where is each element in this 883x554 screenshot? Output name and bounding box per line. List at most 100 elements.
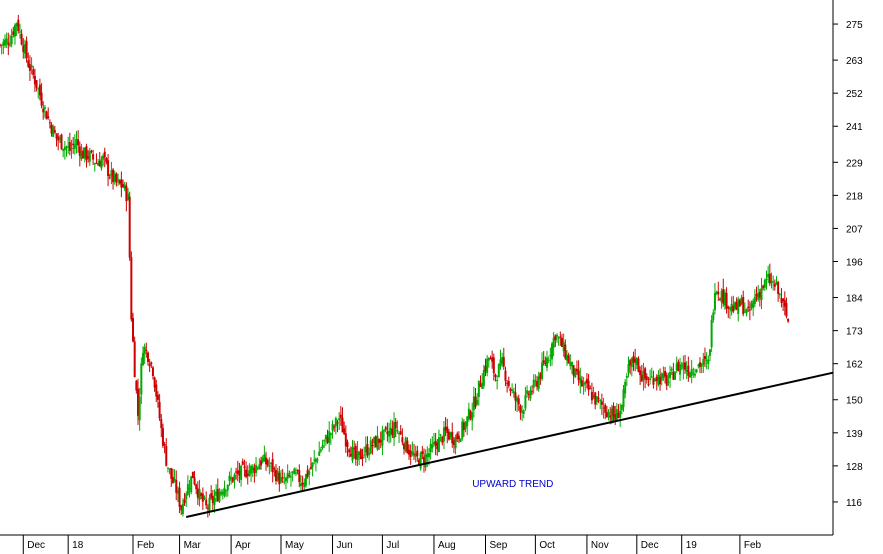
candle-body (351, 447, 354, 461)
candle-body (723, 292, 726, 306)
candle-body (329, 433, 332, 436)
candle-body (170, 468, 173, 479)
candle-body (718, 298, 721, 300)
candle-body (464, 422, 467, 429)
y-tick-label: 275 (846, 20, 863, 31)
candle-body (391, 428, 394, 436)
candle-body (499, 359, 502, 366)
candle-body (640, 374, 643, 382)
candle-body (82, 150, 85, 159)
candle-body (456, 433, 459, 440)
candle-body (270, 462, 273, 464)
candle-body (363, 454, 366, 456)
candle-body (289, 476, 292, 478)
candle-body (200, 493, 203, 496)
candle-body (462, 422, 465, 431)
candle-body (338, 418, 341, 421)
candle-body (579, 377, 582, 384)
candle-body (181, 503, 184, 514)
candle-body (283, 481, 286, 483)
candle-body (647, 384, 650, 386)
candle-body (682, 362, 685, 370)
candle-body (348, 449, 351, 453)
axes-layer: 116 128 139 150 162 173 184 196 207 218 229 241 252 2… (0, 0, 863, 554)
candle-body (135, 380, 138, 391)
candle-body (256, 467, 259, 469)
candle-body (401, 437, 404, 443)
y-tick-label: 207 (846, 224, 863, 235)
candle-body (78, 146, 81, 157)
x-tick-label: Mar (184, 540, 202, 551)
x-tick-label: 19 (686, 540, 698, 551)
candle-body (45, 111, 48, 120)
candle-body (183, 499, 186, 504)
candle-body (393, 422, 396, 439)
candle-body (318, 451, 321, 456)
candle-body (703, 355, 706, 360)
candle-body (57, 136, 60, 141)
candle-body (323, 440, 326, 442)
x-tick-label: Feb (744, 540, 762, 551)
candle-body (662, 373, 665, 378)
candle-body (409, 450, 412, 457)
candle-body (659, 376, 662, 385)
candle-body (203, 497, 206, 499)
x-tick-label: Jul (386, 540, 399, 551)
candle-body (213, 498, 216, 505)
candle-body (309, 466, 312, 469)
candle-body (225, 490, 228, 492)
candle-body (299, 483, 302, 487)
candle-body (313, 459, 316, 461)
candle-body (411, 451, 414, 454)
candle-body (281, 477, 284, 479)
candle-body (156, 395, 159, 400)
y-tick-label: 173 (846, 327, 863, 338)
candle-body (695, 369, 698, 373)
candle-body (384, 427, 387, 430)
candle-body (665, 374, 668, 386)
candle-body (575, 368, 578, 372)
candle-body (476, 400, 479, 405)
candle-body (248, 470, 251, 476)
candle-body (785, 303, 788, 317)
candle-body (65, 146, 68, 148)
candle-body (426, 453, 429, 458)
candle-body (265, 457, 268, 465)
candle-body (519, 405, 522, 413)
x-tick-label: May (285, 540, 304, 551)
candle-body (657, 374, 660, 385)
candle-body (343, 428, 346, 435)
candle-body (205, 499, 208, 506)
candle-body (707, 359, 710, 364)
candle-body (521, 410, 524, 413)
candle-body (42, 108, 45, 113)
candle-body (787, 318, 790, 322)
candle-body (175, 479, 178, 493)
candle-body (679, 364, 682, 375)
candle-body (560, 337, 563, 347)
candle-body (727, 306, 730, 309)
candle-body (546, 357, 549, 368)
candle-body (687, 365, 690, 376)
x-tick-label: Feb (137, 540, 155, 551)
candle-body (288, 475, 291, 477)
candle-body (594, 392, 597, 405)
candle-body (619, 410, 622, 418)
y-axis-ticks: 116 128 139 150 162 173 184 196 207 218 229 241 252 2… (833, 20, 863, 509)
trend-annotation-label: UPWARD TREND (472, 479, 553, 490)
candle-body (43, 107, 46, 110)
candle-body (544, 362, 547, 365)
candle-body (642, 370, 645, 381)
candle-body (421, 451, 424, 454)
candle-body (454, 437, 457, 449)
y-tick-label: 162 (846, 360, 863, 371)
candle-body (486, 358, 489, 374)
candle-body (655, 376, 658, 381)
candle-body (311, 462, 314, 468)
candle-body (539, 373, 542, 379)
candle-body (23, 44, 26, 54)
candle-body (717, 291, 720, 295)
candle-body (605, 412, 608, 418)
candle-body (12, 31, 15, 36)
